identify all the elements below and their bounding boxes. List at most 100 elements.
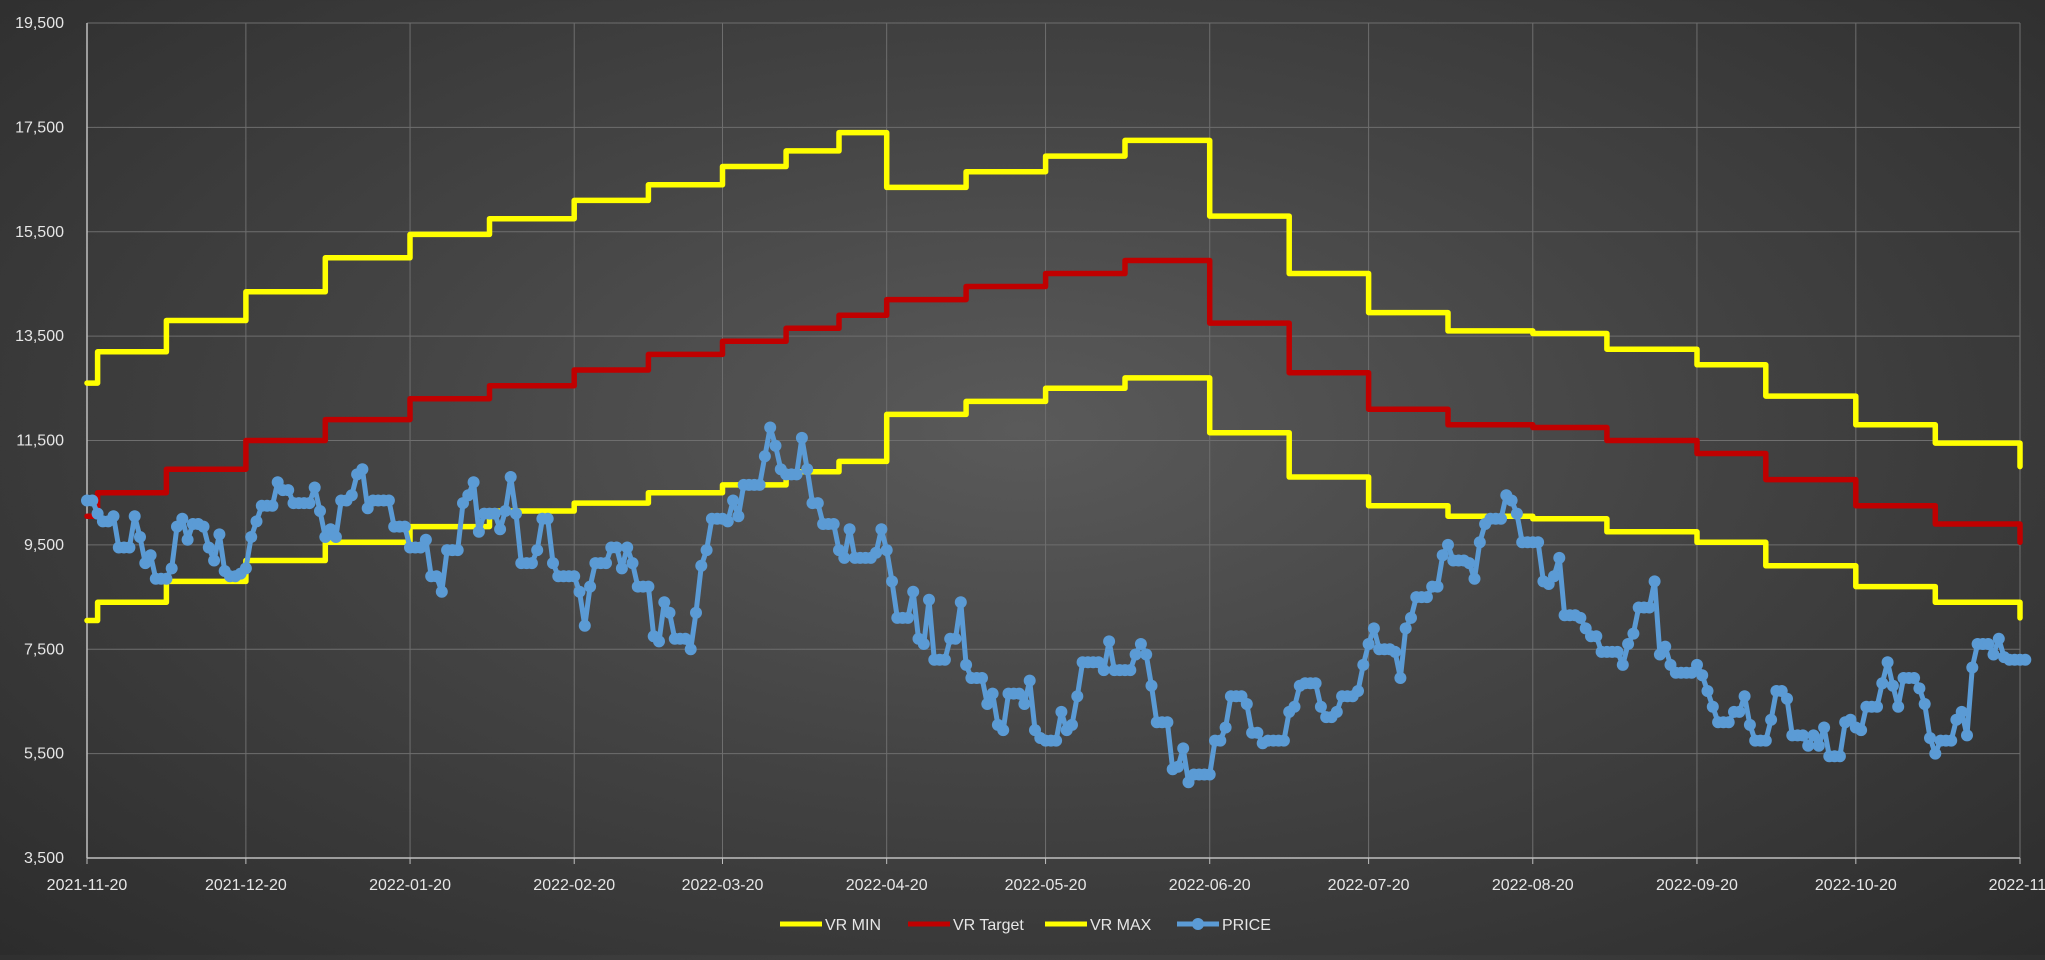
price-point <box>1352 685 1364 697</box>
price-point <box>451 544 464 557</box>
price-point <box>1129 648 1142 661</box>
price-point <box>1643 601 1656 614</box>
price-point <box>621 541 634 554</box>
price-point <box>838 551 851 564</box>
price-point <box>1018 698 1031 710</box>
price-point <box>1833 750 1846 763</box>
price-point <box>1966 661 1979 674</box>
series-lines <box>84 129 2028 785</box>
axes: 3,500 5,500 7,500 9,500 11,500 13,500 15,500 17… <box>15 15 2045 894</box>
price-point <box>1807 729 1820 742</box>
price-point <box>1908 672 1921 684</box>
price-point <box>107 510 120 523</box>
price-point <box>1987 648 2000 661</box>
price-point <box>976 672 988 684</box>
price-point <box>981 698 994 710</box>
price-point <box>684 643 697 656</box>
legend-label-price: PRICE <box>1222 917 1271 934</box>
price-point <box>462 489 475 502</box>
price-point <box>245 531 258 543</box>
series-line-vr-min <box>84 375 2023 624</box>
y-tick-label: 15,500 <box>15 224 64 241</box>
price-point <box>1172 760 1184 773</box>
price-point <box>1405 611 1417 624</box>
price-point <box>960 658 973 671</box>
price-point <box>1463 557 1476 570</box>
price-point <box>875 523 888 536</box>
x-tick-label: 2022-11- <box>1989 877 2045 894</box>
price-point <box>764 421 777 434</box>
price-markers <box>81 421 2032 789</box>
price-point <box>986 687 999 700</box>
series-line-vr-max <box>84 129 2023 470</box>
price-point <box>954 596 967 609</box>
price-point <box>578 619 591 632</box>
x-tick-label: 2022-07-20 <box>1328 877 1410 894</box>
price-point <box>1399 622 1412 635</box>
price-point <box>1945 734 1958 747</box>
price-point <box>1929 747 1942 760</box>
price-point <box>165 562 178 575</box>
price-point <box>1886 679 1899 692</box>
price-point <box>721 515 734 528</box>
price-point <box>525 557 538 570</box>
price-point <box>610 541 623 554</box>
price-point <box>1961 729 1973 742</box>
price-point <box>1696 669 1709 682</box>
price-point <box>213 528 226 541</box>
price-point <box>1203 768 1216 781</box>
x-tick-label: 2021-12-20 <box>205 877 287 894</box>
price-point <box>1574 611 1587 624</box>
price-point <box>1924 732 1936 744</box>
price-point <box>753 478 766 491</box>
price-point <box>1855 724 1868 737</box>
series-line-price <box>84 425 2028 785</box>
legend-label-vr-max: VR MAX <box>1090 917 1152 934</box>
price-point <box>1442 538 1454 551</box>
price-point <box>208 554 221 567</box>
price-point <box>923 593 935 606</box>
price-point <box>1420 591 1433 604</box>
price-point <box>827 518 840 530</box>
price-point <box>1214 734 1227 747</box>
price-point <box>811 497 824 510</box>
price-point <box>1431 580 1444 593</box>
price-point <box>600 557 612 570</box>
price-point <box>1743 718 1756 731</box>
price-point <box>658 596 671 609</box>
price-point <box>499 505 512 517</box>
price-point <box>1124 664 1137 677</box>
price-point <box>1473 536 1486 549</box>
price-point <box>1140 648 1153 661</box>
price-point <box>917 638 930 650</box>
price-point <box>202 541 215 554</box>
price-point <box>472 525 485 538</box>
price-point <box>1367 622 1380 635</box>
price-point <box>1706 700 1719 713</box>
price-point <box>541 512 554 525</box>
price-point <box>266 499 279 512</box>
price-point <box>727 494 740 507</box>
price-point <box>997 724 1010 737</box>
price-point <box>282 484 295 497</box>
price-point <box>123 541 136 554</box>
price-point <box>901 611 914 624</box>
price-point <box>1389 645 1402 658</box>
price-point <box>1066 718 1078 731</box>
price-point <box>949 632 962 645</box>
price-point <box>1548 570 1560 583</box>
price-point <box>308 481 321 494</box>
price-point <box>1918 698 1931 710</box>
price-point <box>1765 713 1778 726</box>
price-point <box>1818 721 1831 734</box>
y-tick-label: 9,500 <box>24 537 64 554</box>
price-point <box>430 570 443 583</box>
x-tick-label: 2022-06-20 <box>1169 877 1251 894</box>
price-point <box>870 546 883 559</box>
price-point <box>1876 677 1889 690</box>
legend-label-vr-target: VR Target <box>953 917 1024 934</box>
legend-label-vr-min: VR MIN <box>825 917 881 934</box>
price-point <box>769 439 782 452</box>
price-point <box>398 520 411 533</box>
price-point <box>1733 705 1746 718</box>
